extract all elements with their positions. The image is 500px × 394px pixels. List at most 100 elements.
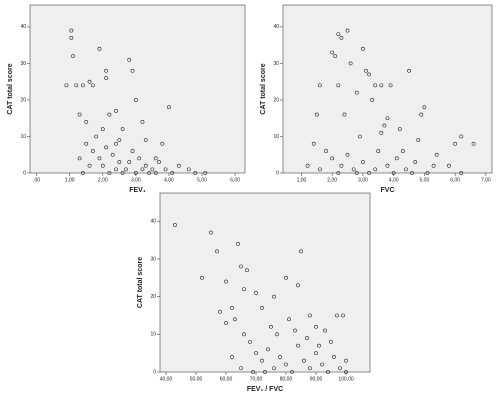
point [81, 171, 85, 175]
point [176, 163, 181, 168]
point [425, 171, 430, 175]
point [305, 163, 310, 168]
point [127, 57, 132, 62]
point [413, 160, 418, 164]
x-tick-label: 50,00 [190, 376, 203, 382]
x-tick-label: 80,00 [280, 376, 293, 382]
point [314, 351, 318, 356]
y-tick-label: 30 [20, 61, 26, 67]
point [100, 127, 105, 132]
point [336, 83, 341, 88]
point [104, 76, 108, 80]
point [447, 163, 451, 168]
point [314, 324, 318, 329]
point [97, 156, 102, 161]
point [296, 343, 300, 348]
point [143, 163, 148, 168]
point [269, 324, 273, 329]
point [104, 145, 108, 150]
point [293, 328, 297, 333]
point [302, 358, 306, 363]
point [107, 112, 112, 117]
point [74, 83, 79, 88]
point [117, 160, 122, 164]
point [317, 343, 321, 348]
point [120, 171, 125, 175]
x-tick-label: ,00 [33, 177, 40, 183]
point [130, 149, 135, 153]
point [335, 313, 339, 318]
point [193, 171, 198, 175]
y-tick-label: 40 [150, 219, 156, 225]
scatter-chart: 0 10 20 30 40 40,00 50,00 60,00 70,00 80,00 90,00 1… [137, 192, 371, 393]
point [431, 163, 436, 168]
point [394, 156, 399, 161]
x-tick-label: 6,00 [450, 177, 460, 183]
point [160, 141, 165, 146]
point [357, 134, 362, 139]
point [69, 28, 74, 33]
point [296, 283, 300, 288]
point [266, 347, 270, 352]
point [147, 171, 151, 175]
point [410, 171, 414, 175]
point [287, 317, 291, 322]
point [236, 241, 240, 246]
x-tick-label: 5,00 [420, 177, 430, 183]
point [404, 167, 408, 172]
point [284, 362, 288, 367]
point [379, 83, 384, 88]
point [100, 163, 105, 168]
y-tick-label: 20 [150, 294, 156, 300]
point [272, 366, 276, 371]
point [107, 171, 112, 175]
y-tick-label: 20 [20, 97, 26, 103]
point [230, 355, 234, 359]
point [77, 112, 82, 117]
point [339, 163, 344, 168]
y-axis-title: CAT total score [137, 257, 144, 308]
point [391, 171, 396, 175]
point [114, 109, 118, 113]
point [400, 149, 405, 153]
y-tick-label: 10 [20, 134, 26, 140]
point [114, 167, 118, 172]
point [90, 149, 95, 153]
point [434, 152, 439, 157]
point [157, 160, 161, 164]
point [275, 332, 279, 337]
point [84, 141, 89, 146]
point [117, 138, 122, 143]
point [320, 362, 324, 367]
point [385, 116, 390, 121]
x-tick-label: 90,00 [310, 376, 323, 382]
y-tick-label: 40 [273, 24, 279, 30]
point [336, 171, 341, 175]
point [64, 83, 69, 88]
point [167, 105, 171, 110]
point [127, 160, 132, 164]
point [311, 141, 316, 146]
point [239, 264, 243, 269]
x-axis-title: FVC [381, 187, 395, 194]
x-tick-label: 7,00 [481, 177, 491, 183]
point [69, 35, 74, 40]
x-tick-label: 3,00 [358, 177, 368, 183]
point [299, 249, 303, 254]
point [133, 98, 138, 102]
point [110, 152, 115, 157]
point [77, 156, 82, 161]
point [245, 268, 249, 273]
y-tick-label: 0 [23, 170, 26, 176]
point [133, 171, 138, 175]
point [326, 370, 330, 374]
point [336, 32, 341, 37]
point [124, 167, 128, 172]
point [345, 152, 350, 157]
point [260, 306, 264, 310]
point [385, 163, 390, 168]
y-axis-title: CAT total score [260, 63, 267, 114]
x-tick-label: 5,00 [197, 177, 207, 183]
point [453, 141, 458, 146]
